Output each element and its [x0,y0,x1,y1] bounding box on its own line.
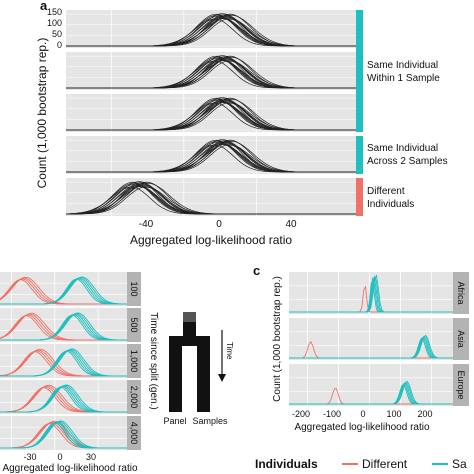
panel-c-facet-europe [289,364,453,406]
tree-ancestral-stem [183,322,196,336]
panel-b-strip-1 [127,272,141,306]
panel-a-bootstrap-curve [66,14,356,47]
panel-b-xlabel: Aggregated log-likelihood ratio [2,463,138,474]
panel-c-xlabel: Aggregated log-likelihood ratio [294,422,430,433]
panel-b-facet-3 [0,344,127,378]
tree-branch-samples [197,346,210,412]
panel-b-strip-label-2000: 2,000 [129,386,139,409]
panel-b-curves [0,276,127,449]
panel-c-strip-asia [453,318,469,360]
panel-c-strip-africa [453,272,469,314]
panel-a-bootstrap-curve [66,98,356,131]
panel-a-xtick-40: 40 [285,219,297,230]
panel-b-xtick-30: 30 [86,452,96,462]
panel-a-bootstrap-curve [66,182,356,215]
split-tree-diagram: Time Panel Samples [163,312,234,426]
panel-c-xtick-0: 0 [360,409,365,419]
tree-label-panel: Panel [163,416,186,426]
panel-a-curves [65,13,356,215]
group-bar-within-sample [356,10,363,132]
panel-c-strip-label-europe: Europe [456,370,466,399]
panel-a-ylabel: Count (1,000 bootstrap rep.) [35,38,49,189]
panel-a-ytick-150: 150 [47,7,62,17]
group-label-within-line2: Within 1 Sample [367,73,440,84]
panel-b-strip-label-500: 500 [129,317,139,332]
tree-ancestral-stem-top [183,312,196,322]
panel-b-strip-label-4000: 4,000 [129,422,139,445]
group-label-across-line1: Same Individual [367,143,438,154]
panel-c-strip-label-asia: Asia [456,330,466,348]
panel-b-same-curve [0,348,127,377]
panel-c-same-curve [289,380,453,405]
panel-c-xtick-neg200: -200 [292,409,310,419]
panel-b-strip-2 [127,308,141,342]
panel-a-bootstrap-curve [66,56,356,89]
panel-c-xtick-200: 200 [417,409,432,419]
panel-b-facet-1 [0,272,127,306]
panel-b-xtick-neg30: -30 [23,452,36,462]
panel-a-xtick-0: 0 [216,219,222,230]
legend-label-different: Different [362,457,408,471]
panel-b-strip-title: Time since split (gen.) [148,312,159,409]
legend-label-same: Sa [452,457,467,471]
panel-a-ytick-100: 100 [47,18,62,28]
panel-a-facet-5 [66,178,356,216]
panel-a-xlabel: Aggregated log-likelihood ratio [130,233,292,247]
panel-c-ylabel: Count (1,000 bootstrap rep.) [272,276,283,402]
tree-label-samples: Samples [192,416,228,426]
tree-branch-panel [169,346,182,412]
panel-c-xtick-100: 100 [386,409,401,419]
panel-a-letter: a [40,0,48,13]
panel-a-ytick-0: 0 [57,40,62,50]
panel-b-xtick-0: 0 [57,452,62,462]
panel-b: 100 500 1,000 2,000 4,000 Time since spl… [0,272,234,474]
panel-b-strip-4 [127,380,141,414]
group-bar-different [356,178,363,216]
panel-b-strip-3 [127,344,141,378]
group-bar-across-samples [356,136,363,174]
panel-b-strip-5 [127,416,141,450]
panel-c-curves [289,274,453,405]
time-arrow-head [218,374,226,382]
group-label-different-line2: Individuals [367,199,414,210]
panel-a: a 0 50 100 150 -40 0 40 Aggregated log-l… [35,0,448,247]
legend-title: Individuals [255,457,318,471]
group-label-across-line2: Across 2 Samples [367,156,448,167]
group-label-within-line1: Same Individual [367,60,438,71]
panel-c: c Africa Asia Europe -200 -100 0 100 200… [253,263,469,433]
panel-b-strip-label-100: 100 [129,281,139,296]
panel-c-facet-asia [289,318,453,360]
group-label-different-line1: Different [367,186,405,197]
panel-b-same-curve [0,312,127,341]
panel-a-bootstrap-curve [66,140,356,173]
panel-a-ytick-50: 50 [52,29,62,39]
panel-c-same-curve [289,334,453,359]
panel-c-letter: c [253,263,260,278]
panel-c-xtick-neg100: -100 [323,409,341,419]
panel-a-xtick-neg40: -40 [139,219,154,230]
panel-c-strip-label-africa: Africa [456,281,466,304]
panel-c-same-curve [289,274,453,313]
tree-split-bar [169,336,210,346]
panel-b-same-curve [0,276,127,305]
legend: Individuals Different Sa [255,457,467,471]
panel-b-strip-label-1000: 1,000 [129,350,139,373]
tree-time-label: Time [225,342,234,360]
panel-c-strip-europe [453,364,469,406]
panel-b-same-curve [0,420,127,449]
panel-b-same-curve [0,384,127,413]
